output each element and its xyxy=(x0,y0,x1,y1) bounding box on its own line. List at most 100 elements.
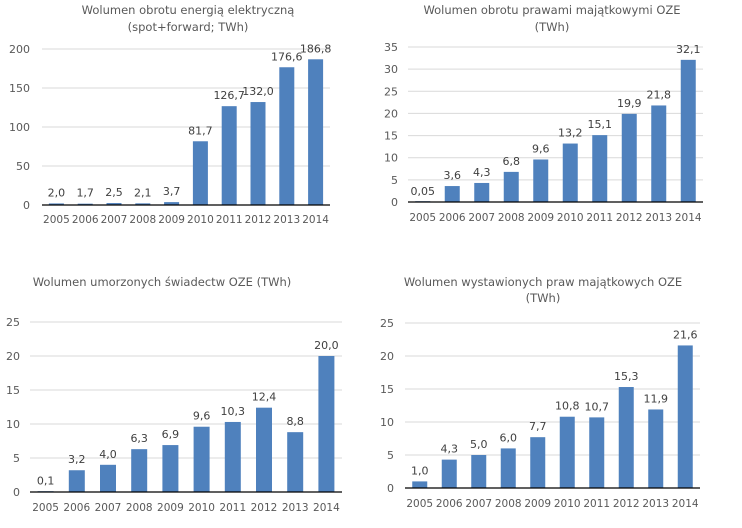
data-label: 6,3 xyxy=(130,432,148,445)
data-label: 3,7 xyxy=(163,185,181,198)
x-tick-label: 2013 xyxy=(642,498,669,510)
data-label: 19,9 xyxy=(617,97,642,110)
x-tick-label: 2012 xyxy=(245,214,272,226)
x-tick-label: 2005 xyxy=(43,214,70,226)
data-label: 8,8 xyxy=(286,415,304,428)
y-tick-label: 25 xyxy=(6,316,20,329)
chart-3: Wolumen umorzonych świadectw OZE (TWh) 0 5… xyxy=(6,275,342,514)
y-tick-label: 0 xyxy=(23,199,30,212)
y-tick-label: 20 xyxy=(6,350,20,363)
data-label: 7,7 xyxy=(529,420,547,433)
x-tick-label: 2013 xyxy=(282,502,309,514)
y-tick-label: 5 xyxy=(387,449,394,462)
bar-2012 xyxy=(250,102,266,205)
x-tick-label: 2008 xyxy=(129,214,156,226)
x-tick-label: 2012 xyxy=(613,498,640,510)
data-label: 4,3 xyxy=(473,166,491,179)
x-tick-label: 2014 xyxy=(313,502,340,514)
data-label: 2,5 xyxy=(105,186,123,199)
x-tick-label: 2011 xyxy=(583,498,610,510)
y-tick-label: 15 xyxy=(380,383,394,396)
y-tick-label: 5 xyxy=(391,174,398,187)
bar-2011 xyxy=(589,417,605,488)
x-tick-label: 2007 xyxy=(465,498,492,510)
data-label: 81,7 xyxy=(188,124,213,137)
bar-2011 xyxy=(221,106,237,205)
x-tick-label: 2005 xyxy=(409,212,436,224)
data-label: 3,6 xyxy=(444,169,462,182)
y-tick-label: 20 xyxy=(380,350,394,363)
chart-subtitle: (spot+forward; TWh) xyxy=(128,20,249,34)
data-label: 10,3 xyxy=(221,405,246,418)
bar-2007 xyxy=(474,182,490,202)
bar-2009 xyxy=(533,159,549,202)
x-tick-label: 2012 xyxy=(616,212,643,224)
chart-title: Wolumen wystawionych praw majątkowych OZ… xyxy=(404,275,682,289)
bar-2006 xyxy=(444,186,460,202)
x-tick-label: 2014 xyxy=(302,214,329,226)
bar-2013 xyxy=(651,105,667,202)
x-tick-label: 2013 xyxy=(273,214,300,226)
x-tick-label: 2009 xyxy=(527,212,554,224)
bar-2013 xyxy=(287,432,304,492)
bar-2010 xyxy=(192,141,208,205)
chart-title: Wolumen obrotu energią elektryczną xyxy=(82,3,295,17)
y-tick-label: 25 xyxy=(380,317,394,330)
x-tick-label: 2008 xyxy=(498,212,525,224)
data-label: 21,6 xyxy=(673,328,698,341)
x-tick-label: 2010 xyxy=(557,212,584,224)
y-tick-label: 0 xyxy=(387,482,394,495)
y-tick-label: 35 xyxy=(384,41,398,54)
x-tick-label: 2006 xyxy=(439,212,466,224)
data-label: 0,1 xyxy=(37,474,55,487)
y-tick-label: 200 xyxy=(9,43,30,56)
chart-4: Wolumen wystawionych praw majątkowych OZ… xyxy=(380,275,700,510)
bar-2012 xyxy=(621,113,637,202)
bar-2010 xyxy=(193,426,210,492)
data-label: 6,8 xyxy=(503,155,521,168)
bar-2007 xyxy=(471,455,487,488)
data-label: 186,8 xyxy=(300,42,332,55)
y-tick-label: 15 xyxy=(6,384,20,397)
data-label: 4,0 xyxy=(99,448,117,461)
chart-2: Wolumen obrotu prawami majątkowymi OZE (T… xyxy=(384,3,703,224)
data-label: 10,7 xyxy=(585,400,610,413)
data-label: 12,4 xyxy=(252,391,277,404)
bar-2012 xyxy=(618,387,634,488)
x-tick-label: 2007 xyxy=(468,212,495,224)
bar-2007 xyxy=(106,203,122,205)
x-tick-label: 2013 xyxy=(645,212,672,224)
x-tick-label: 2011 xyxy=(219,502,246,514)
bar-2014 xyxy=(308,59,324,205)
x-tick-label: 2008 xyxy=(495,498,522,510)
bar-2011 xyxy=(224,421,241,492)
data-label: 0,05 xyxy=(411,185,436,198)
x-tick-label: 2006 xyxy=(72,214,99,226)
data-label: 6,9 xyxy=(162,428,180,441)
x-tick-label: 2007 xyxy=(95,502,122,514)
x-tick-label: 2008 xyxy=(126,502,153,514)
data-label: 126,7 xyxy=(213,89,245,102)
bar-2005 xyxy=(48,203,64,205)
x-tick-label: 2009 xyxy=(524,498,551,510)
chart-subtitle: (TWh) xyxy=(526,291,561,305)
data-label: 15,1 xyxy=(588,118,613,131)
data-label: 5,0 xyxy=(470,438,488,451)
bar-2008 xyxy=(131,449,148,492)
bar-2007 xyxy=(100,464,116,492)
bar-2013 xyxy=(648,409,664,488)
bar-2008 xyxy=(503,171,519,202)
chart-title: Wolumen umorzonych świadectw OZE (TWh) xyxy=(33,275,292,289)
x-tick-label: 2006 xyxy=(436,498,463,510)
y-tick-label: 25 xyxy=(384,85,398,98)
bar-2010 xyxy=(562,143,578,202)
y-tick-label: 150 xyxy=(9,82,30,95)
data-label: 1,7 xyxy=(76,187,94,200)
bar-2006 xyxy=(68,470,85,492)
bar-2009 xyxy=(162,445,179,492)
x-tick-label: 2014 xyxy=(672,498,699,510)
y-tick-label: 10 xyxy=(6,418,20,431)
y-tick-label: 0 xyxy=(391,196,398,209)
x-tick-label: 2005 xyxy=(32,502,59,514)
